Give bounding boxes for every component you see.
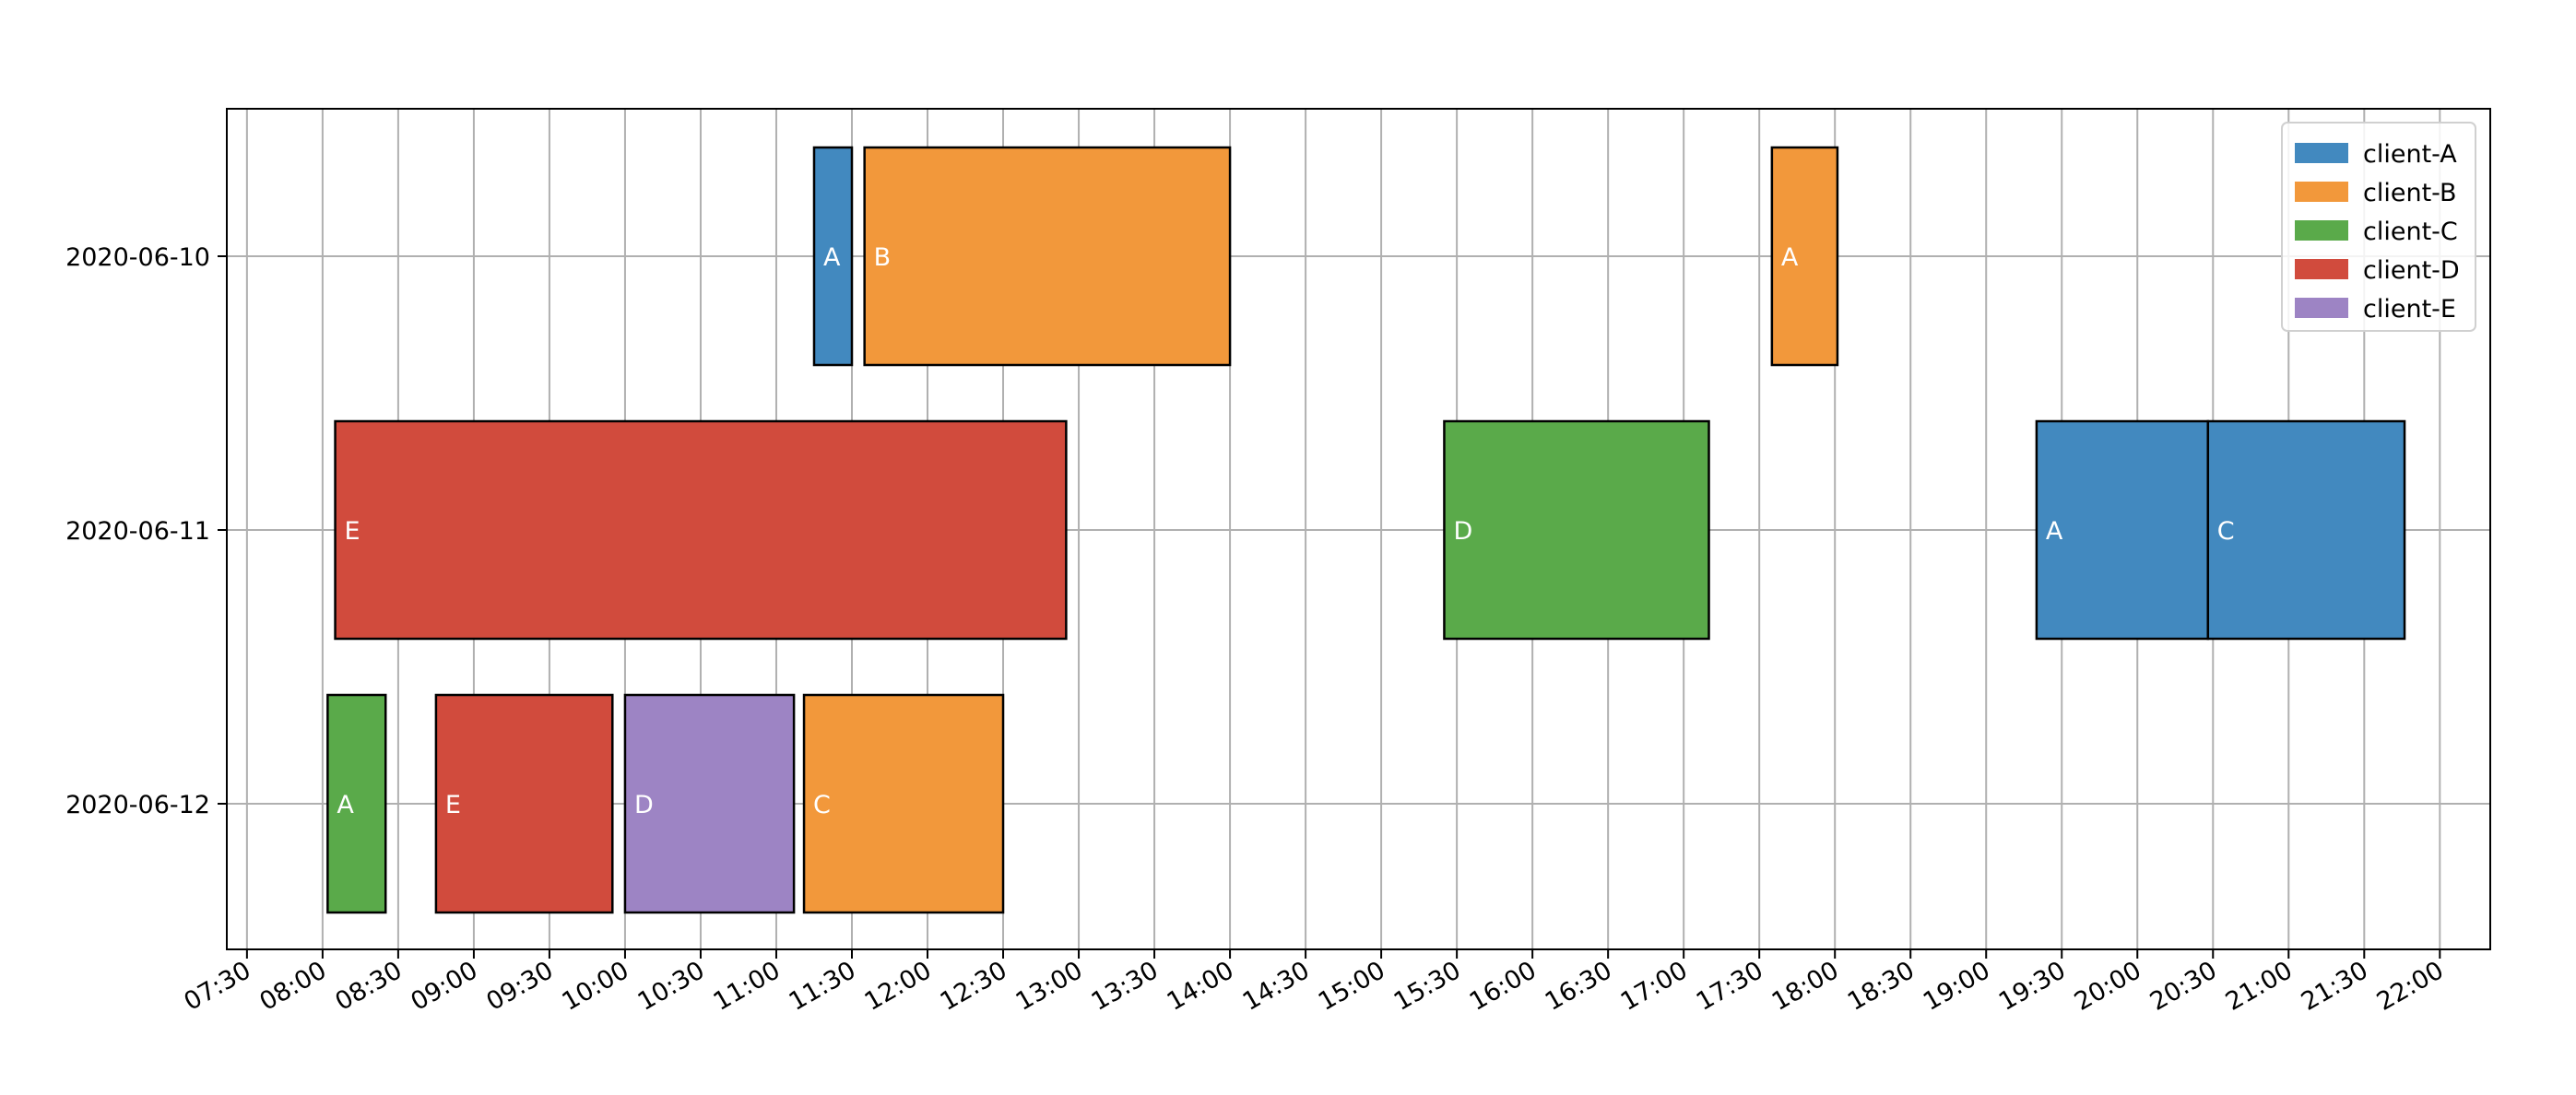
y-tick-label: 2020-06-12 — [65, 791, 210, 819]
legend-swatch — [2295, 220, 2348, 241]
legend-label: client-D — [2363, 256, 2460, 285]
task-label: C — [2217, 517, 2235, 546]
legend-label: client-A — [2363, 140, 2457, 169]
legend-swatch — [2295, 182, 2348, 202]
task-label: A — [823, 243, 841, 272]
task-label: E — [445, 791, 461, 819]
task-bar — [2035, 419, 2210, 641]
y-tick-label: 2020-06-10 — [65, 243, 210, 272]
task-bar — [434, 693, 614, 914]
task-bar — [802, 693, 1005, 914]
legend-swatch — [2295, 259, 2348, 279]
task-label: A — [2046, 517, 2063, 546]
task-label: D — [634, 791, 654, 819]
task-bar — [1443, 419, 1710, 641]
task-label: A — [1781, 243, 1799, 272]
task-label: C — [813, 791, 831, 819]
task-bar — [1770, 146, 1839, 367]
task-bar — [326, 693, 387, 914]
y-axis: 2020-06-10 2020-06-11 2020-06-12 — [65, 243, 227, 819]
task-label: A — [337, 791, 354, 819]
legend-swatch — [2295, 298, 2348, 318]
legend-label: client-C — [2363, 218, 2458, 246]
task-label: D — [1453, 517, 1472, 546]
task-bar — [334, 419, 1068, 641]
bar-layer: A B A E D A C A E D C — [326, 146, 2406, 914]
task-bar — [812, 146, 854, 367]
legend-label: client-E — [2363, 295, 2456, 324]
legend-swatch — [2295, 143, 2348, 163]
task-bar — [623, 693, 796, 914]
task-bar — [863, 146, 1232, 367]
task-label: E — [345, 517, 360, 546]
legend-label: client-B — [2363, 179, 2456, 207]
legend: client-A client-B client-C client-D client-E — [2281, 122, 2476, 332]
y-tick-label: 2020-06-11 — [65, 517, 210, 546]
task-bar — [2206, 419, 2406, 641]
task-label: B — [874, 243, 892, 272]
